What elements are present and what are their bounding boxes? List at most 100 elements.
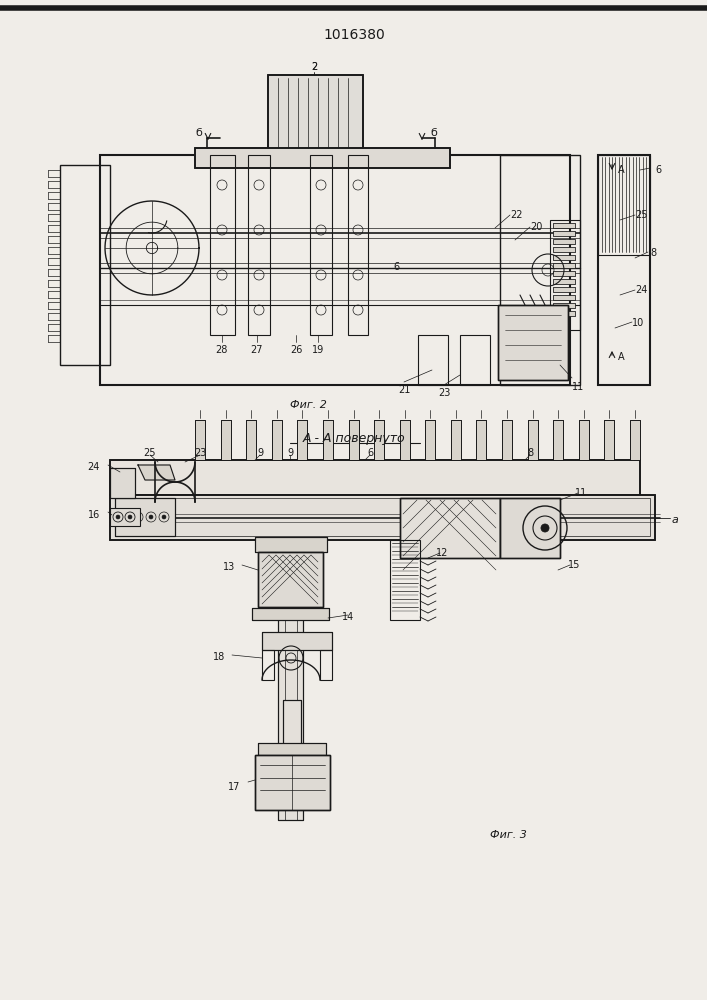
Circle shape — [454, 498, 458, 502]
Bar — [195, 420, 205, 460]
Bar — [553, 223, 575, 228]
Bar — [502, 420, 512, 460]
Bar — [255, 537, 327, 552]
Bar — [271, 420, 282, 460]
Text: 8: 8 — [650, 248, 656, 258]
Circle shape — [275, 498, 279, 502]
Circle shape — [505, 498, 509, 502]
Circle shape — [300, 498, 304, 502]
Bar — [268, 75, 363, 155]
Bar — [115, 498, 175, 536]
Bar — [553, 271, 575, 276]
Bar — [255, 537, 327, 552]
Bar — [110, 460, 640, 495]
Bar — [500, 498, 560, 558]
Bar — [553, 287, 575, 292]
Bar — [477, 420, 486, 460]
Circle shape — [116, 515, 120, 519]
Text: 23: 23 — [194, 448, 206, 458]
Bar — [283, 700, 301, 745]
Bar — [349, 420, 358, 460]
Bar — [553, 287, 575, 292]
Bar — [110, 495, 655, 540]
Text: Фиг. 3: Фиг. 3 — [490, 830, 527, 840]
Bar — [258, 743, 326, 755]
Text: 18: 18 — [213, 652, 225, 662]
Text: A: A — [618, 352, 624, 362]
Bar — [527, 420, 537, 460]
Text: 24: 24 — [635, 285, 648, 295]
Bar — [110, 468, 135, 498]
Bar — [598, 155, 650, 255]
Bar — [477, 420, 486, 460]
Bar — [553, 239, 575, 244]
Bar — [258, 743, 326, 755]
Text: 1016380: 1016380 — [323, 28, 385, 42]
Circle shape — [377, 498, 381, 502]
Bar — [553, 279, 575, 284]
Bar — [255, 755, 330, 810]
Bar — [399, 420, 409, 460]
Text: 25: 25 — [635, 210, 648, 220]
Bar — [323, 420, 333, 460]
Bar — [598, 155, 650, 385]
Text: 6: 6 — [367, 448, 373, 458]
Text: б: б — [430, 128, 437, 138]
Bar — [323, 420, 333, 460]
Text: 6: 6 — [393, 262, 399, 272]
Bar — [498, 305, 568, 380]
Bar — [418, 335, 448, 385]
Bar — [579, 420, 589, 460]
Text: 21: 21 — [398, 385, 410, 395]
Bar — [553, 239, 575, 244]
Circle shape — [123, 515, 127, 519]
Text: 10: 10 — [632, 318, 644, 328]
Text: 13: 13 — [223, 562, 235, 572]
Bar — [426, 420, 436, 460]
Bar — [60, 165, 110, 365]
Bar — [348, 155, 368, 335]
Bar — [110, 468, 135, 498]
Text: 12: 12 — [436, 548, 448, 558]
Text: 9: 9 — [287, 448, 293, 458]
Bar — [554, 420, 563, 460]
Bar — [374, 420, 384, 460]
Bar — [258, 552, 323, 607]
Bar — [553, 231, 575, 236]
Bar — [271, 420, 282, 460]
Text: 11: 11 — [575, 488, 588, 498]
Bar — [246, 420, 256, 460]
Bar — [604, 420, 614, 460]
Text: 8: 8 — [527, 448, 533, 458]
Bar — [500, 498, 560, 558]
Bar — [553, 223, 575, 228]
Circle shape — [403, 498, 407, 502]
Bar — [498, 305, 568, 380]
Bar — [553, 271, 575, 276]
Bar — [252, 608, 329, 620]
Bar — [553, 263, 575, 268]
Circle shape — [223, 498, 228, 502]
Bar — [553, 311, 575, 316]
Circle shape — [162, 515, 166, 519]
Circle shape — [428, 498, 432, 502]
Circle shape — [633, 498, 637, 502]
Bar — [527, 420, 537, 460]
Bar — [553, 303, 575, 308]
Bar — [268, 75, 363, 155]
Bar — [553, 255, 575, 260]
Text: 14: 14 — [342, 612, 354, 622]
Circle shape — [198, 498, 202, 502]
Circle shape — [479, 498, 484, 502]
Bar — [278, 540, 303, 820]
Polygon shape — [138, 465, 175, 480]
Bar — [320, 650, 332, 680]
Bar — [550, 220, 580, 330]
Text: 25: 25 — [144, 448, 156, 458]
Text: 16: 16 — [88, 510, 100, 520]
Bar — [554, 420, 563, 460]
Bar — [400, 498, 500, 558]
Text: 2: 2 — [311, 62, 317, 72]
Bar — [374, 420, 384, 460]
Bar — [553, 247, 575, 252]
